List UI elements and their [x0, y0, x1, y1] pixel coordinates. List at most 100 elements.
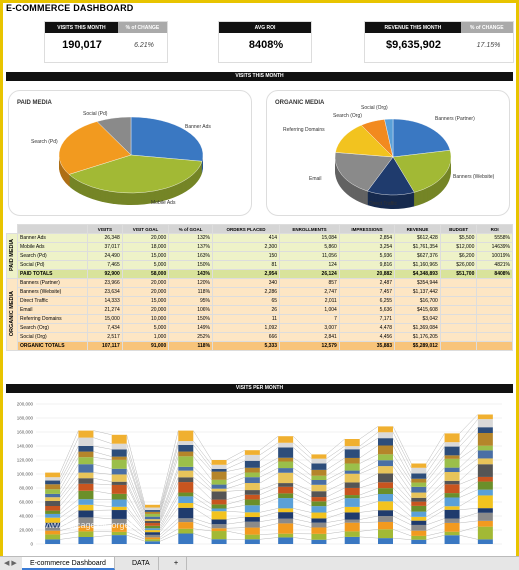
bar-segment: [444, 433, 460, 443]
table-cell: 20,000: [121, 233, 170, 243]
bar-segment: [244, 490, 260, 495]
bar-segment: [111, 506, 127, 511]
bar-segment: [444, 518, 460, 523]
bar-segment: [211, 511, 227, 520]
organic-pie-slice-social-org-: [384, 118, 394, 158]
bar-segment: [145, 519, 160, 521]
organic-label-banners-partner: Banners (Partner): [435, 116, 475, 122]
paid-media-group-label: PAID MEDIA: [6, 233, 18, 279]
bar-segment: [178, 518, 194, 523]
bar-segment: [477, 512, 493, 521]
table-row: Direct Traffic 14,333 15,000 95% 65 2,011 6,25…: [7, 296, 513, 306]
bar-segment: [111, 468, 127, 475]
bar-segment: [411, 539, 427, 544]
bar-segment: [111, 459, 127, 469]
bar-segment: [378, 466, 393, 474]
table-cell: 11,056: [279, 251, 340, 261]
bar-segment: [244, 454, 260, 461]
table-cell: 5,636: [338, 305, 396, 315]
bar-segment: [311, 491, 327, 498]
table-cell: 58,000: [121, 269, 170, 279]
table-cell: 2,747: [279, 287, 340, 297]
bar-segment: [178, 470, 194, 478]
bar-segment: [78, 430, 94, 438]
bar-segment: [111, 481, 127, 485]
bar-segment: [378, 473, 393, 483]
bar-segment: [411, 478, 427, 483]
bar-segment: [178, 444, 194, 452]
bar-segment: [45, 484, 61, 490]
table-row-label: Social (Pd): [17, 260, 88, 270]
bar-segment: [311, 539, 327, 544]
table-cell: 1,000: [121, 332, 170, 342]
bar-segment: [311, 484, 327, 492]
table-cell: [439, 314, 478, 324]
table-row-label: PAID TOTALS: [17, 269, 88, 279]
bar-segment: [178, 528, 194, 534]
bar-segment: [344, 446, 360, 450]
table-cell: [476, 278, 513, 288]
bar-segment: [411, 505, 427, 512]
table-row-label: Banner Ads: [17, 233, 88, 243]
table-row: PAID MEDIA Banner Ads 26,348 20,000 132% 414 1…: [6, 233, 513, 279]
table-cell: 12,579: [279, 341, 340, 351]
bar-segment: [111, 434, 127, 444]
bar-segment: [311, 506, 327, 513]
bar-segment: [244, 472, 260, 478]
tab-ecommerce-dashboard[interactable]: E-commerce Dashboard: [22, 557, 115, 570]
bar-segment: [145, 507, 160, 511]
bar-segment: [344, 498, 360, 507]
table-row: Social (Org) 2,517 1,000 252% 666 2,841 4,456 $…: [7, 332, 513, 342]
table-row: Referring Domains 15,000 10,000 150% 11 7 7,17…: [7, 314, 513, 324]
bar-segment: [78, 478, 94, 484]
bar-segment: [411, 486, 427, 493]
table-cell: 4821%: [476, 260, 513, 270]
bar-segment: [78, 510, 94, 518]
table-cell: 20,000: [121, 305, 170, 315]
bar-segment: [311, 454, 327, 459]
table-cell: 3,007: [279, 323, 340, 333]
table-cell: 37,017: [87, 242, 123, 252]
table-cell: [476, 332, 513, 342]
bar-segment: [78, 499, 94, 505]
bar-segment: [344, 531, 360, 537]
bar-segment: [178, 522, 194, 529]
sheet-nav-arrows[interactable]: ◀ ▶: [4, 560, 17, 567]
add-sheet-button[interactable]: +: [166, 557, 188, 570]
bar-segment: [78, 504, 94, 511]
kpi-roi-value: 8408%: [248, 39, 284, 51]
bar-segment: [111, 493, 127, 500]
table-cell: 15,000: [121, 296, 170, 306]
bar-segment: [278, 498, 294, 509]
table-cell: $1,176,205: [394, 332, 441, 342]
bar-segment: [145, 513, 160, 517]
bar-segment: [45, 522, 61, 528]
table-row-label: Banners (Partner): [17, 278, 88, 288]
bar-segment: [244, 521, 260, 528]
bar-segment: [411, 524, 427, 531]
table-row: Social (Pd) 7,465 5,000 150% 81 124 9,816 $1,16…: [7, 260, 513, 270]
tab-data[interactable]: DATA: [124, 557, 159, 570]
y-tick-label: 180,000: [17, 416, 34, 421]
table-row-label: Direct Traffic: [17, 296, 88, 306]
table-cell: 24,490: [87, 251, 123, 261]
bar-segment: [378, 488, 393, 495]
bar-segment: [278, 461, 294, 469]
bar-segment: [477, 433, 493, 446]
table-cell: 150: [212, 251, 281, 261]
paid-media-pie-chart: [58, 116, 204, 205]
bar-segment: [111, 518, 127, 525]
organic-pie-slice-banners-website-: [392, 150, 452, 193]
table-cell: 9,816: [338, 260, 396, 270]
bar-segment: [444, 509, 460, 519]
bar-segment: [444, 442, 460, 447]
bar-segment: [311, 533, 327, 540]
bar-segment: [45, 527, 61, 531]
bar-segment: [444, 497, 460, 507]
bar-segment: [211, 491, 227, 500]
bar-segment: [145, 539, 160, 542]
bar-segment: [45, 472, 61, 478]
table-cell: 14639%: [476, 242, 513, 252]
bar-segment: [211, 479, 227, 485]
table-cell: $612,428: [394, 233, 441, 243]
